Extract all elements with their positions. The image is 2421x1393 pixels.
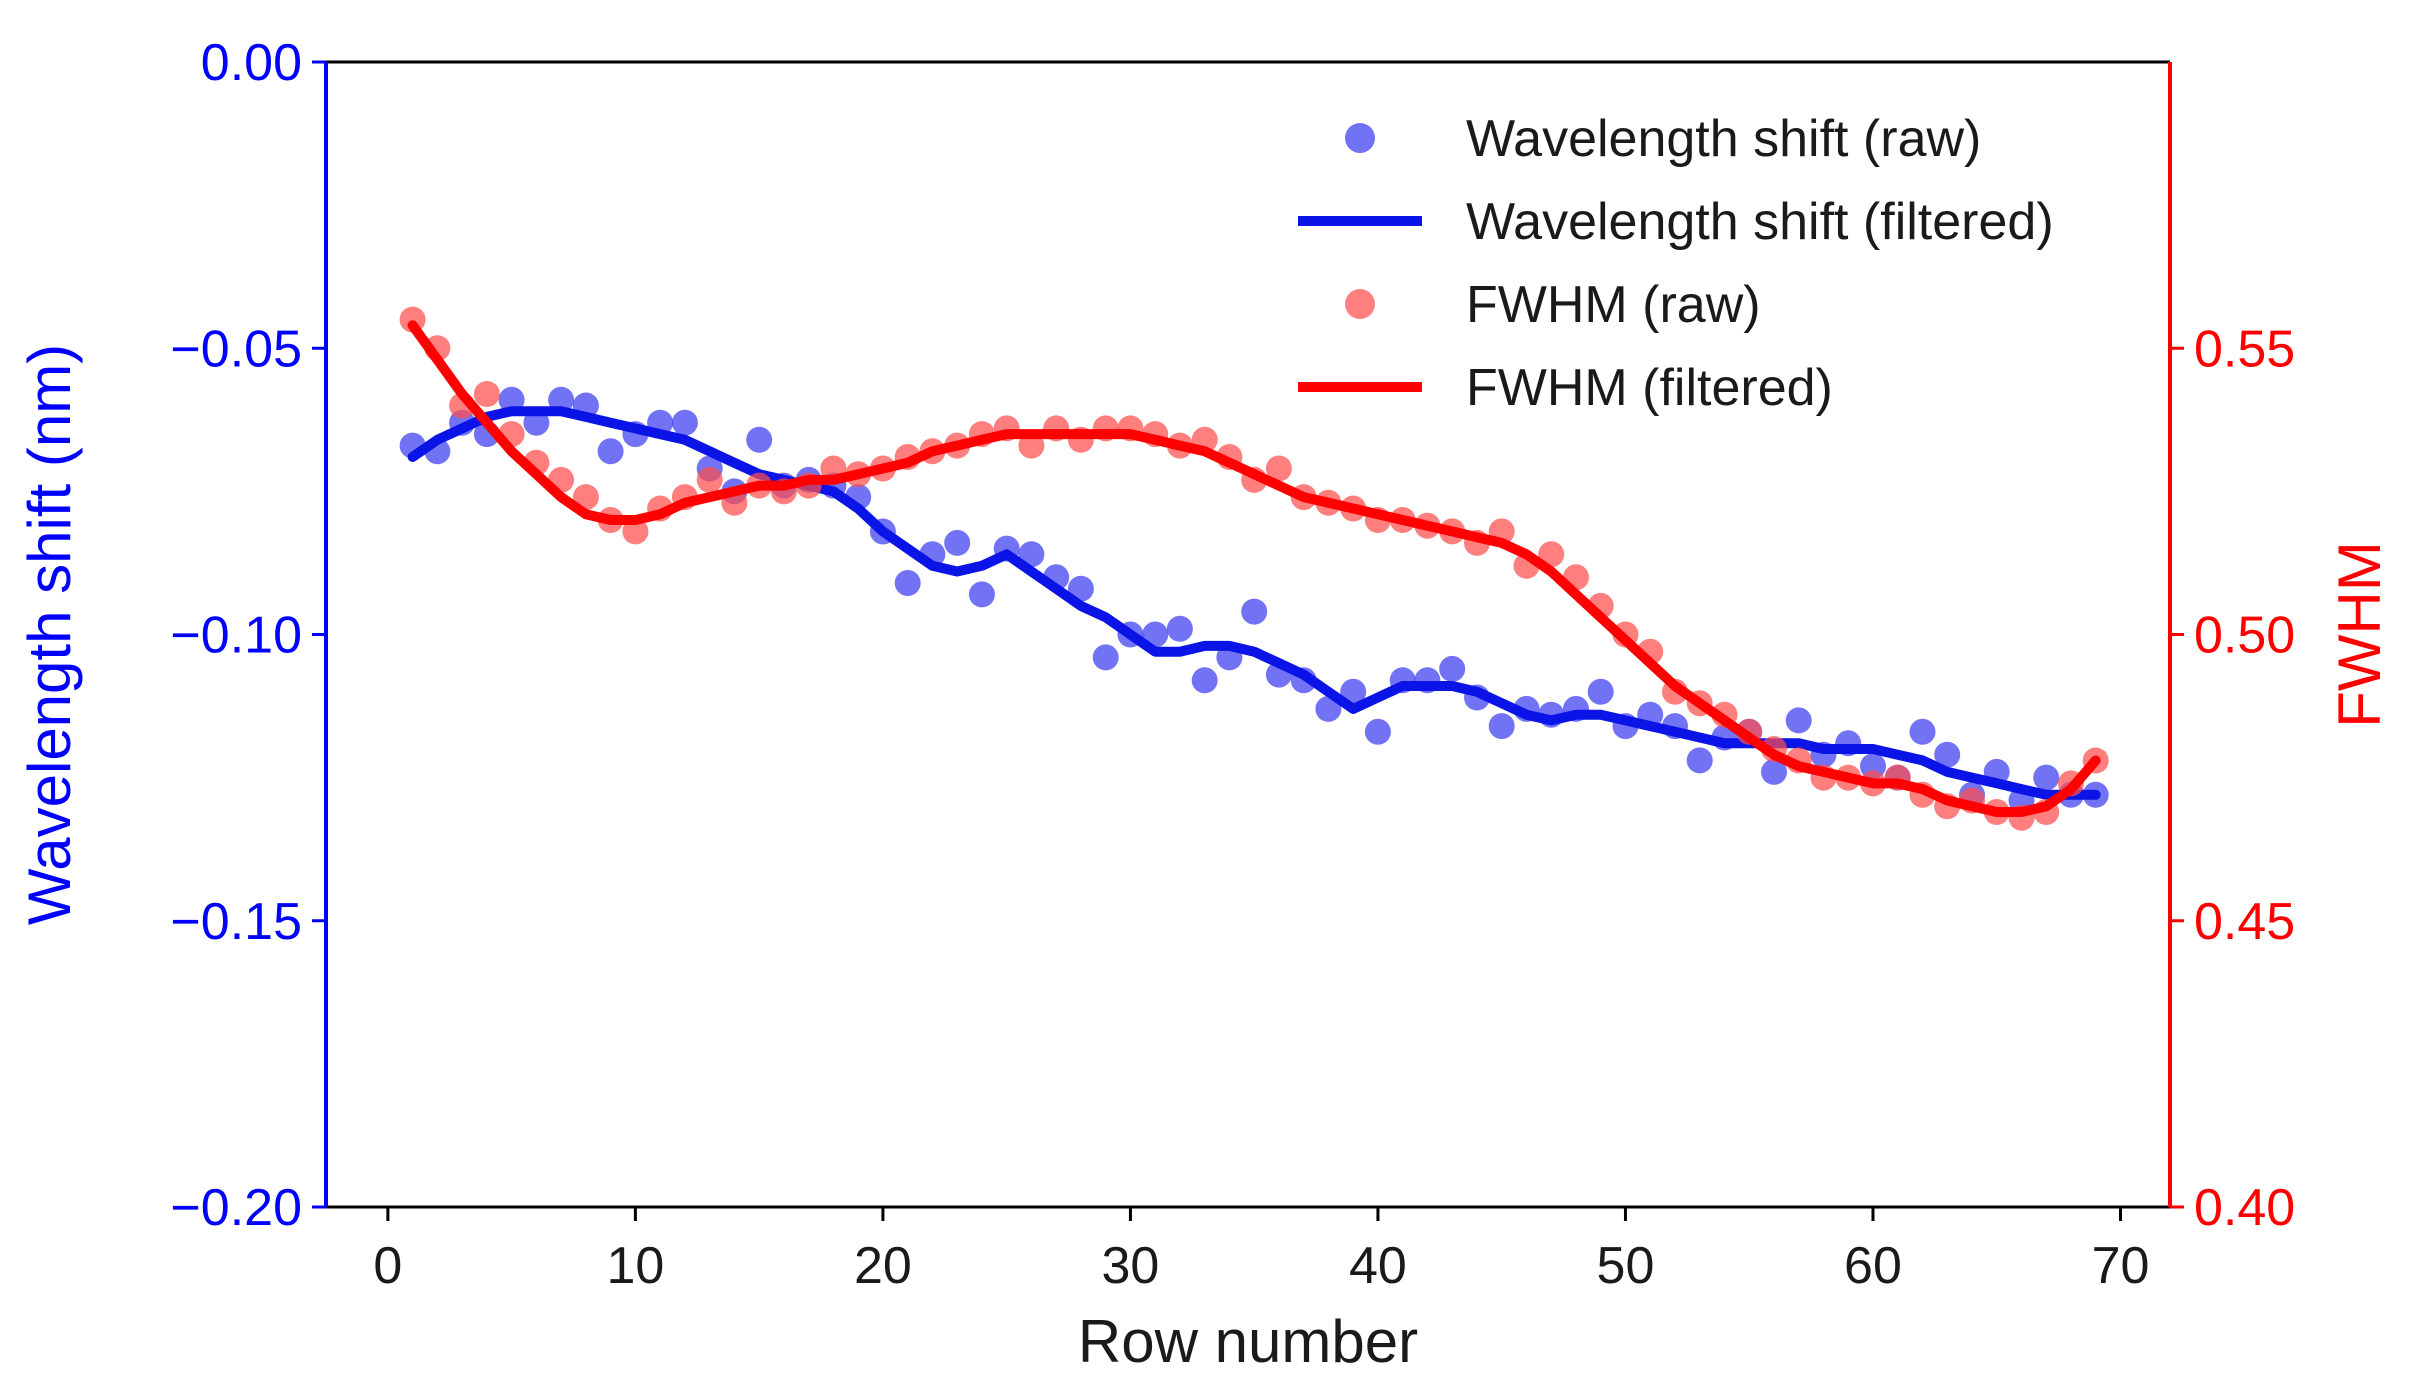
legend-marker <box>1345 123 1375 153</box>
legend-entry-wavelength-raw: Wavelength shift (raw) <box>1345 110 1981 168</box>
legend-label: Wavelength shift (filtered) <box>1466 193 2054 251</box>
wavelength-filtered-line <box>407 406 2101 800</box>
wavelength-raw-point <box>1439 655 1466 682</box>
right-y-tick-label: 0.40 <box>2194 1179 2295 1237</box>
wavelength-raw-point <box>1761 758 1787 785</box>
wavelength-raw-point <box>968 581 995 608</box>
left-y-tick-label: −0.05 <box>170 320 302 378</box>
x-tick-label: 20 <box>854 1237 912 1295</box>
x-axis-title: Row number <box>1078 1308 1418 1375</box>
wavelength-raw-point <box>1241 598 1268 625</box>
legend-label: Wavelength shift (raw) <box>1466 110 1981 168</box>
wavelength-raw-point <box>1785 707 1812 734</box>
fwhm-raw-point <box>473 381 500 407</box>
wavelength-raw-point <box>671 409 698 436</box>
x-tick-label: 0 <box>373 1237 402 1295</box>
fwhm-raw-point <box>1538 541 1565 568</box>
wavelength-raw-point <box>1067 575 1094 602</box>
right-y-tick-label: 0.45 <box>2194 893 2295 951</box>
legend-entry-fwhm-raw: FWHM (raw) <box>1345 276 1761 334</box>
x-tick-label: 10 <box>606 1237 664 1295</box>
wavelength-raw-point <box>1018 541 1045 568</box>
wavelength-raw-point <box>1142 621 1169 648</box>
wavelength-raw-point <box>1191 667 1218 694</box>
right-y-axis-title: FWHM <box>2326 541 2393 728</box>
legend-label: FWHM (raw) <box>1466 276 1761 334</box>
left-y-tick-label: −0.15 <box>170 893 302 951</box>
fwhm-raw-point <box>1265 455 1292 482</box>
series-fwhm-filtered <box>407 320 2101 817</box>
wavelength-raw-point <box>1315 695 1342 722</box>
wavelength-raw-point <box>2033 764 2060 791</box>
left-y-tick-label: −0.10 <box>170 607 302 665</box>
x-tick-label: 60 <box>1844 1237 1902 1295</box>
wavelength-raw-point <box>1934 741 1961 768</box>
left-y-axis-title: Wavelength shift (nm) <box>16 344 83 925</box>
legend-entry-wavelength-filtered: Wavelength shift (filtered) <box>1298 193 2054 251</box>
right-y-tick-label: 0.55 <box>2194 320 2295 378</box>
axes: 0 10 20 30 40 50 60 70 0.00 −0.05 −0.10 −0.15 −0.20 0… <box>16 34 2393 1375</box>
wavelength-raw-point <box>597 438 624 465</box>
legend-marker <box>1345 289 1375 319</box>
plot-area <box>399 306 2109 831</box>
left-y-tick-label: 0.00 <box>201 34 302 92</box>
fwhm-raw-point <box>696 466 723 493</box>
wavelength-raw-point <box>1340 678 1367 705</box>
wavelength-raw-point <box>1909 718 1936 745</box>
legend: Wavelength shift (raw) Wavelength shift (… <box>1298 110 2054 417</box>
wavelength-raw-point <box>944 529 971 556</box>
x-tick-label: 40 <box>1349 1237 1407 1295</box>
x-tick-label: 30 <box>1102 1237 1160 1295</box>
wavelength-raw-point <box>1364 718 1391 745</box>
wavelength-raw-point <box>746 426 773 453</box>
series-wavelength-filtered <box>407 406 2101 800</box>
x-tick-label: 70 <box>2092 1237 2150 1295</box>
wavelength-raw-point <box>1587 678 1614 705</box>
wavelength-raw-point <box>1166 615 1193 642</box>
x-tick-label: 50 <box>1597 1237 1655 1295</box>
fwhm-filtered-line <box>407 320 2101 817</box>
wavelength-raw-point <box>1488 713 1515 740</box>
legend-entry-fwhm-filtered: FWHM (filtered) <box>1298 359 1833 417</box>
fwhm-raw-point <box>572 484 599 511</box>
legend-label: FWHM (filtered) <box>1466 359 1833 417</box>
left-y-tick-label: −0.20 <box>170 1179 302 1237</box>
wavelength-raw-point <box>1092 644 1119 671</box>
right-y-tick-label: 0.50 <box>2194 607 2295 665</box>
wavelength-raw-point <box>894 570 921 596</box>
wavelength-raw-point <box>1686 747 1713 774</box>
